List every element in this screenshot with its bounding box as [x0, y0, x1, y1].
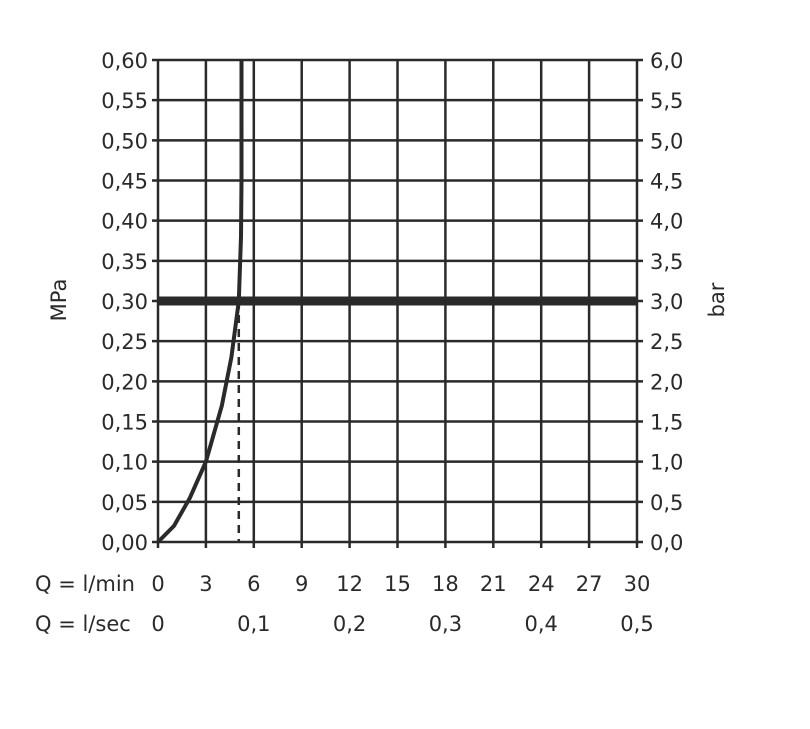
y-tick-label-left: 0,20 [101, 370, 148, 394]
x-tick-label-lsec: 0,3 [429, 612, 462, 636]
y-tick-label-right: 4,5 [650, 170, 683, 194]
y-tick-label-right: 0,5 [650, 491, 683, 515]
x-tick-label-lsec: 0,4 [524, 612, 557, 636]
x-tick-label-lmin: 27 [576, 572, 603, 596]
y-tick-label-right: 6,0 [650, 49, 683, 73]
y-tick-label-right: 2,5 [650, 330, 683, 354]
y-tick-label-right: 5,5 [650, 89, 683, 113]
x-tick-label-lmin: 24 [528, 572, 555, 596]
x-tick-label-lsec: 0,1 [237, 612, 270, 636]
y-axis-label-left: MPa [47, 279, 71, 322]
y-tick-label-left: 0,10 [101, 451, 148, 475]
x-tick-label-lmin: 15 [384, 572, 411, 596]
y-tick-label-right: 5,0 [650, 129, 683, 153]
x-tick-label-lmin: 18 [432, 572, 459, 596]
y-axis-label-right: bar [705, 282, 729, 317]
x-tick-label-lmin: 30 [624, 572, 651, 596]
y-tick-label-right: 1,5 [650, 411, 683, 435]
y-tick-label-right: 0,0 [650, 531, 683, 555]
y-tick-label-right: 3,0 [650, 290, 683, 314]
y-tick-label-left: 0,25 [101, 330, 148, 354]
x-tick-label-lmin: 6 [247, 572, 260, 596]
x-axis-label-lmin: Q = l/min [35, 572, 135, 596]
flow-curve [156, 60, 244, 544]
y-tick-label-right: 3,5 [650, 250, 683, 274]
x-tick-label-lsec: 0,5 [620, 612, 653, 636]
y-tick-label-right: 2,0 [650, 370, 683, 394]
y-tick-label-left: 0,55 [101, 89, 148, 113]
x-axis-label-lsec: Q = l/sec [35, 612, 131, 636]
x-tick-label-lmin: 12 [336, 572, 363, 596]
y-tick-label-left: 0,40 [101, 210, 148, 234]
y-tick-label-right: 4,0 [650, 210, 683, 234]
y-tick-label-left: 0,00 [101, 531, 148, 555]
y-tick-label-left: 0,50 [101, 129, 148, 153]
x-tick-label-lmin: 9 [295, 572, 308, 596]
y-tick-label-left: 0,30 [101, 290, 148, 314]
y-tick-label-left: 0,05 [101, 491, 148, 515]
x-tick-label-lsec: 0 [151, 612, 164, 636]
x-tick-label-lmin: 21 [480, 572, 507, 596]
x-tick-label-lmin: 0 [151, 572, 164, 596]
y-tick-label-left: 0,60 [101, 49, 148, 73]
x-tick-label-lsec: 0,2 [333, 612, 366, 636]
y-tick-label-right: 1,0 [650, 451, 683, 475]
y-tick-label-left: 0,15 [101, 411, 148, 435]
y-tick-label-left: 0,35 [101, 250, 148, 274]
y-tick-label-left: 0,45 [101, 170, 148, 194]
x-tick-label-lmin: 3 [199, 572, 212, 596]
